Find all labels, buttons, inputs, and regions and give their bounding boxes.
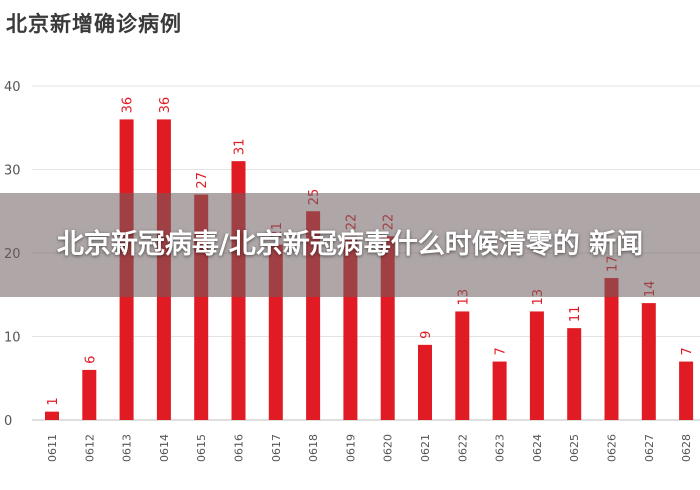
bar-value-label: 9 <box>419 331 434 339</box>
bar <box>641 303 656 420</box>
x-tick-label: 0613 <box>121 434 134 462</box>
x-tick-label: 0616 <box>233 434 246 462</box>
x-tick-label: 0624 <box>531 434 544 462</box>
x-tick-label: 0618 <box>307 434 320 462</box>
bar <box>455 311 470 420</box>
x-tick-label: 0614 <box>158 434 171 462</box>
bar-value-label: 11 <box>568 306 583 323</box>
x-tick-label: 0620 <box>382 434 395 462</box>
bar-value-label: 31 <box>233 139 248 156</box>
chart-title: 北京新增确诊病例 <box>6 12 182 36</box>
y-tick-label: 0 <box>4 414 12 429</box>
y-tick-label: 40 <box>4 80 21 95</box>
x-tick-label: 0612 <box>83 434 96 462</box>
bar-value-label: 27 <box>195 172 210 189</box>
bar-value-label: 36 <box>158 97 173 114</box>
x-tick-label: 0617 <box>270 434 283 462</box>
x-tick-label: 0627 <box>643 434 656 462</box>
x-tick-label: 0619 <box>344 434 357 462</box>
bar <box>679 361 694 420</box>
headline-banner: 北京新冠病毒/北京新冠病毒什么时候清零的 新闻 <box>0 193 700 297</box>
x-tick-label: 0622 <box>456 434 469 462</box>
x-tick-label: 0615 <box>195 434 208 462</box>
x-tick-label: 0623 <box>494 434 507 462</box>
bar-value-label: 1 <box>46 397 61 405</box>
x-tick-label: 0621 <box>419 434 432 462</box>
x-tick-label: 0626 <box>606 434 619 462</box>
y-tick-label: 10 <box>4 331 21 346</box>
bar-value-label: 7 <box>494 347 509 355</box>
bar <box>567 328 582 420</box>
y-tick-label: 30 <box>4 164 21 179</box>
bar <box>418 344 432 420</box>
bar <box>492 361 507 420</box>
headline-text: 北京新冠病毒/北京新冠病毒什么时候清零的 新闻 <box>56 229 644 260</box>
bar-value-label: 6 <box>83 356 98 364</box>
bar <box>529 311 544 420</box>
x-tick-label: 0611 <box>46 434 59 462</box>
bar <box>82 369 97 420</box>
bar <box>45 411 59 420</box>
bar <box>604 278 619 420</box>
bar-value-label: 7 <box>680 347 695 355</box>
x-tick-label: 0628 <box>680 434 693 462</box>
bar-value-label: 36 <box>121 97 136 114</box>
x-tick-label: 0625 <box>568 434 581 462</box>
